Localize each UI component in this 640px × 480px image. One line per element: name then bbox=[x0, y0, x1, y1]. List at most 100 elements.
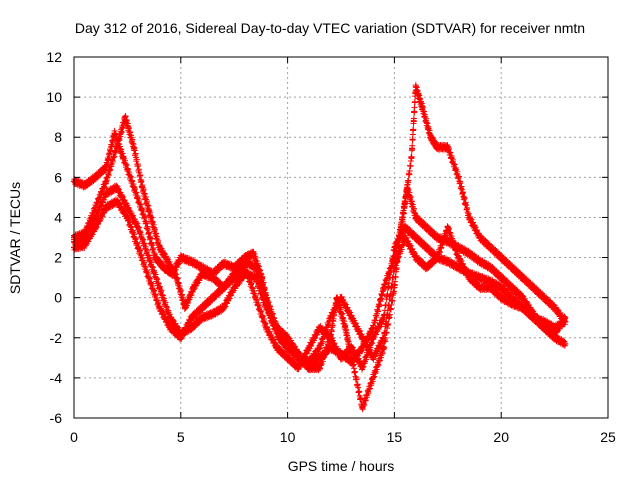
y-tick-label: 6 bbox=[54, 169, 62, 185]
data-point bbox=[145, 254, 152, 261]
data-point bbox=[519, 294, 526, 301]
series-track-3 bbox=[71, 182, 569, 368]
data-point bbox=[508, 264, 515, 271]
data-point bbox=[562, 318, 569, 325]
data-point bbox=[540, 294, 547, 301]
data-point bbox=[130, 144, 137, 151]
data-point bbox=[338, 354, 344, 361]
data-point bbox=[92, 214, 99, 221]
x-tick-label: 10 bbox=[280, 429, 296, 445]
data-point bbox=[263, 304, 270, 311]
data-point bbox=[160, 264, 167, 271]
data-point bbox=[476, 258, 483, 265]
data-point bbox=[124, 214, 131, 221]
data-point bbox=[81, 242, 88, 249]
data-point bbox=[487, 264, 494, 271]
data-point bbox=[370, 334, 377, 341]
data-point bbox=[412, 234, 419, 241]
data-point bbox=[199, 314, 206, 321]
chart-title: Day 312 of 2016, Sidereal Day-to-day VTE… bbox=[75, 20, 585, 36]
data-point bbox=[370, 324, 377, 331]
data-point bbox=[177, 254, 184, 261]
data-point bbox=[220, 260, 227, 267]
x-tick-label: 20 bbox=[493, 429, 509, 445]
y-tick-label: 8 bbox=[54, 129, 62, 145]
data-point bbox=[188, 258, 195, 265]
data-point bbox=[519, 274, 526, 281]
data-point bbox=[551, 304, 558, 311]
data-point bbox=[466, 250, 473, 257]
data-point bbox=[342, 324, 349, 331]
data-point bbox=[92, 174, 99, 181]
data-point bbox=[412, 254, 419, 261]
data-point bbox=[476, 234, 483, 241]
data-point bbox=[273, 324, 280, 331]
data-point bbox=[113, 144, 120, 151]
data-point bbox=[103, 178, 110, 185]
data-point bbox=[540, 318, 547, 325]
data-point bbox=[250, 250, 257, 257]
data-point bbox=[327, 314, 334, 321]
data-point bbox=[402, 234, 409, 241]
y-tick-label: -2 bbox=[50, 330, 63, 346]
data-point bbox=[81, 182, 88, 189]
data-point bbox=[177, 334, 184, 341]
data-point bbox=[252, 274, 259, 281]
data-point bbox=[466, 270, 473, 277]
data-point bbox=[419, 104, 426, 111]
data-point bbox=[305, 344, 312, 351]
y-tick-label: 2 bbox=[54, 250, 62, 266]
data-point bbox=[209, 274, 216, 281]
axis-ticks: 0 5 10 15 20 25 -6 -4 -2 0 2 4 6 8 10 12 bbox=[46, 49, 616, 445]
data-point bbox=[423, 224, 430, 231]
data-point bbox=[152, 254, 159, 261]
data-point bbox=[295, 364, 302, 371]
y-axis-label: SDTVAR / TECUs bbox=[7, 182, 23, 294]
data-point bbox=[434, 254, 441, 261]
data-point bbox=[220, 304, 227, 311]
data-point bbox=[455, 174, 462, 181]
data-point bbox=[444, 144, 451, 151]
data-point bbox=[284, 354, 291, 361]
data-point bbox=[252, 264, 259, 271]
data-point bbox=[199, 270, 206, 277]
data-point bbox=[476, 274, 483, 281]
data-point bbox=[145, 274, 152, 281]
data-point bbox=[487, 278, 494, 285]
data-point bbox=[173, 274, 180, 281]
data-point bbox=[402, 224, 409, 231]
data-point bbox=[562, 340, 569, 347]
data-point bbox=[487, 244, 494, 251]
data-point bbox=[380, 334, 387, 341]
y-tick-label: 4 bbox=[54, 209, 62, 225]
plot-frame bbox=[73, 56, 609, 419]
data-point bbox=[412, 84, 419, 91]
x-axis-label: GPS time / hours bbox=[288, 458, 395, 474]
data-point bbox=[124, 204, 131, 211]
data-point bbox=[241, 258, 248, 265]
data-point bbox=[141, 214, 148, 221]
data-point bbox=[466, 214, 473, 221]
x-tick-label: 5 bbox=[177, 429, 185, 445]
data-points bbox=[71, 82, 569, 413]
y-tick-label: 12 bbox=[46, 49, 62, 65]
data-point bbox=[444, 224, 451, 231]
data-point bbox=[327, 334, 334, 341]
data-point bbox=[408, 154, 415, 161]
grid bbox=[74, 57, 608, 418]
data-point bbox=[231, 284, 238, 291]
data-point bbox=[434, 234, 441, 241]
x-tick-label: 15 bbox=[387, 429, 403, 445]
data-point bbox=[156, 304, 163, 311]
data-point bbox=[519, 304, 526, 311]
series-track-4 bbox=[71, 196, 569, 373]
data-point bbox=[135, 224, 142, 231]
data-point bbox=[231, 274, 238, 281]
data-point bbox=[370, 374, 377, 381]
data-point bbox=[455, 254, 462, 261]
data-point bbox=[103, 204, 110, 211]
data-point bbox=[316, 364, 323, 371]
y-tick-label: -6 bbox=[50, 410, 63, 426]
data-point bbox=[135, 244, 142, 251]
